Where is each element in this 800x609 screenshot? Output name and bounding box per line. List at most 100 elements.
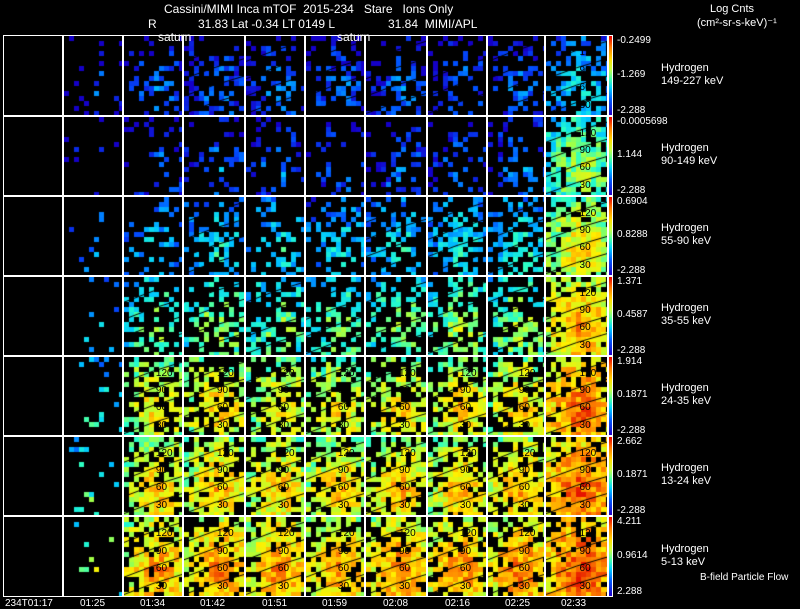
- colorbar: [608, 436, 613, 516]
- contour-label: 60: [217, 402, 229, 414]
- spectrogram-cell: [427, 196, 487, 276]
- spectrogram-cell: 120 90 60 30: [427, 516, 487, 597]
- species-label: Hydrogen 24-35 keV: [661, 382, 711, 408]
- time-tick-label: 02:08: [383, 598, 409, 609]
- energy-range: 35-55 keV: [661, 315, 712, 327]
- contour-label: 90: [399, 545, 411, 557]
- contour-label: 90: [518, 385, 530, 397]
- colorbar: [608, 116, 613, 196]
- spectrogram-cell: 120 90 60 30: [365, 516, 427, 597]
- spectrogram-cell: [63, 35, 123, 116]
- species-name: Hydrogen: [661, 222, 709, 234]
- contour-label: 120: [579, 448, 597, 460]
- contour-label: 30: [337, 419, 350, 431]
- species-label: Hydrogen 90-149 keV: [661, 142, 717, 168]
- contour-label: 120: [399, 448, 416, 460]
- spectrogram-cell: [63, 196, 123, 276]
- contour-label: 30: [217, 580, 229, 592]
- colorbar-max-label: 1.371: [617, 276, 643, 287]
- spectrogram-grid: 120 90 60 30 120 90 60 30 120 90 60 30 120 90 60 30 120 9…: [3, 35, 608, 597]
- contour-label: 30: [155, 499, 168, 511]
- contour-label: 120: [399, 368, 416, 380]
- contour-label: 30: [399, 580, 411, 592]
- contour-label: 90: [217, 465, 229, 477]
- contour-label: 90: [337, 385, 350, 397]
- header-position: 31.83 Lat -0.34 LT 0149 L: [198, 17, 335, 31]
- energy-range: 149-227 keV: [661, 74, 724, 87]
- contour-label: 60: [155, 402, 168, 414]
- contour-label: 60: [217, 563, 229, 575]
- contour-label: 60: [399, 482, 411, 494]
- spectrogram-cell: [487, 116, 545, 196]
- colorbar-min-label: 2.288: [617, 586, 643, 597]
- contour-label: 30: [399, 499, 411, 511]
- energy-range: 13-24 keV: [661, 475, 712, 487]
- colorbar: [608, 276, 613, 356]
- spectrogram-cell: [3, 276, 63, 356]
- contour-label: 30: [518, 499, 530, 511]
- spectrogram-cell: 120 90 60 30: [487, 356, 545, 436]
- contour-label: 30: [579, 99, 591, 111]
- contour-label: 120: [155, 528, 173, 540]
- colorbar-mid-label: 1.144: [617, 149, 643, 160]
- spectrogram-cell: [365, 116, 427, 196]
- contour-label: 90: [155, 465, 168, 477]
- spectrogram-cell: 120 90 60 30: [183, 436, 245, 516]
- contour-label: 90: [217, 545, 229, 557]
- time-tick-label: 01:34: [140, 598, 166, 609]
- contour-label: 90: [399, 465, 411, 477]
- spectrogram-cell: [63, 436, 123, 516]
- spectrogram-cell: [365, 35, 427, 116]
- contour-label: 120: [155, 448, 173, 460]
- b-field-particle-flow-label: B-field Particle Flow: [700, 572, 789, 583]
- contour-label: 90: [579, 385, 591, 397]
- contour-label: 60: [217, 482, 229, 494]
- spectrogram-cell: 120 90 60 30: [305, 516, 365, 597]
- contour-label: 90: [277, 465, 290, 477]
- energy-range: 5-13 keV: [661, 555, 706, 568]
- contour-label: 120: [277, 368, 295, 380]
- spectrogram-cell: [3, 35, 63, 116]
- contour-label: 90: [518, 465, 530, 477]
- spectrogram-cell: [427, 276, 487, 356]
- spectrogram-cell: [245, 276, 305, 356]
- spectrogram-cell: 120 90 60 30: [365, 356, 427, 436]
- colorbar-mid-label: 0.9614: [617, 549, 648, 561]
- contour-label: 90: [518, 545, 530, 557]
- colorbar-max-label: -0.0005698: [617, 116, 668, 127]
- spectrogram-cell: [63, 516, 123, 597]
- species-label: Hydrogen 5-13 keV: [661, 543, 709, 569]
- spectrogram-cell: [365, 196, 427, 276]
- contour-label: 30: [155, 419, 168, 431]
- contour-label: 120: [459, 448, 477, 460]
- spectrogram-cell: [305, 196, 365, 276]
- spectrogram-cell: [3, 196, 63, 276]
- contour-label: 60: [579, 563, 591, 575]
- spectrogram-cell: 120 90 60 30: [183, 356, 245, 436]
- colorbar-min-label: -2.288: [617, 265, 646, 276]
- contour-label: 120: [337, 368, 355, 380]
- spectrogram-cell: [183, 276, 245, 356]
- contour-label: 60: [579, 242, 591, 254]
- spectrogram-cell: 120 90 60 30: [545, 436, 608, 516]
- contour-label: 120: [579, 528, 597, 540]
- contour-label: 30: [579, 419, 591, 431]
- energy-range: 55-90 keV: [661, 235, 712, 247]
- colorbar-mid-label: 0.8288: [617, 229, 648, 240]
- contour-label: 60: [155, 482, 168, 494]
- spectrogram-cell: [123, 116, 183, 196]
- contour-label: 90: [155, 545, 168, 557]
- spectrogram-cell: [305, 116, 365, 196]
- contour-label: 30: [399, 419, 411, 431]
- contour-label: 30: [579, 499, 591, 511]
- spectrogram-cell: [3, 516, 63, 597]
- contour-label: 60: [277, 402, 290, 414]
- spectrogram-cell: [123, 276, 183, 356]
- contour-label: 120: [518, 528, 536, 540]
- contour-label: 30: [337, 580, 350, 592]
- contour-label: 120: [337, 448, 355, 460]
- spectrogram-cell: 120 90 60 30: [245, 356, 305, 436]
- contour-label: 60: [337, 402, 350, 414]
- contour-label: 90: [459, 465, 472, 477]
- time-tick-label: 02:16: [445, 598, 471, 609]
